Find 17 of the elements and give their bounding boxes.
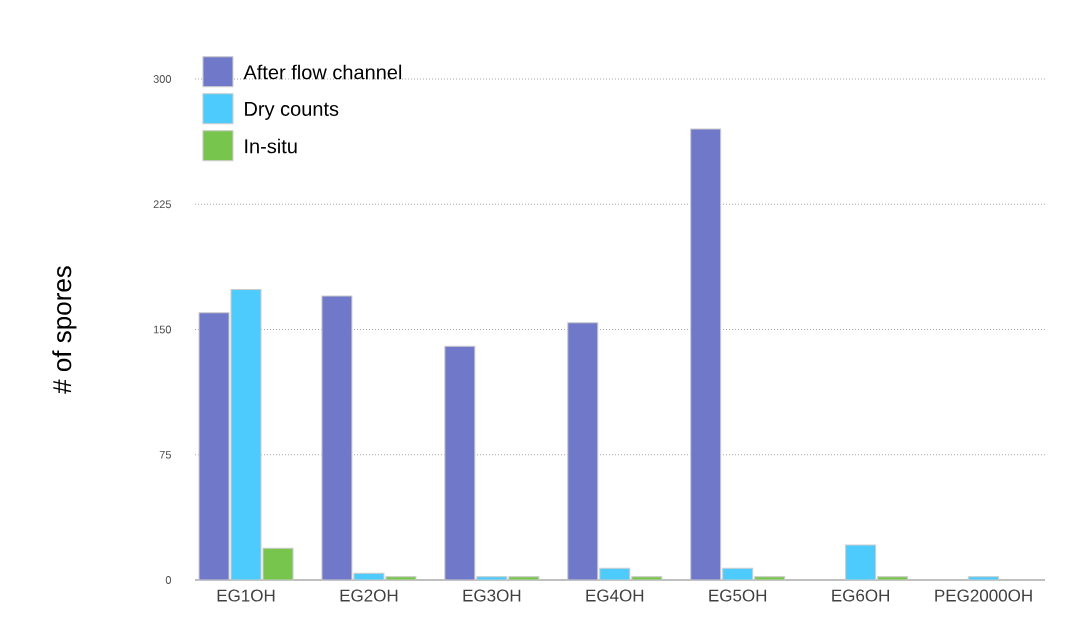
x-tick-label: PEG2000OH <box>935 589 1032 602</box>
legend-label: After flow channel <box>243 64 402 80</box>
y-tick-label: 75 <box>159 450 171 459</box>
x-tick-label: EG2OH <box>340 589 398 602</box>
y-tick-label: 300 <box>153 75 172 83</box>
x-tick-label: EG4OH <box>586 589 644 602</box>
x-tick-label: EG1OH <box>217 589 275 602</box>
y-tick-label: 0 <box>165 576 172 584</box>
x-tick-label: EG6OH <box>832 589 889 602</box>
x-tick-label: EG5OH <box>709 589 767 602</box>
x-tick-label: EG3OH <box>463 589 521 602</box>
bar <box>968 576 1000 581</box>
y-axis-title: # of spores <box>52 266 77 394</box>
legend-label: In-situ <box>245 138 297 154</box>
legend-label: Dry counts <box>245 102 339 120</box>
y-tick-label: 225 <box>153 200 171 209</box>
y-tick-label: 150 <box>153 325 172 334</box>
